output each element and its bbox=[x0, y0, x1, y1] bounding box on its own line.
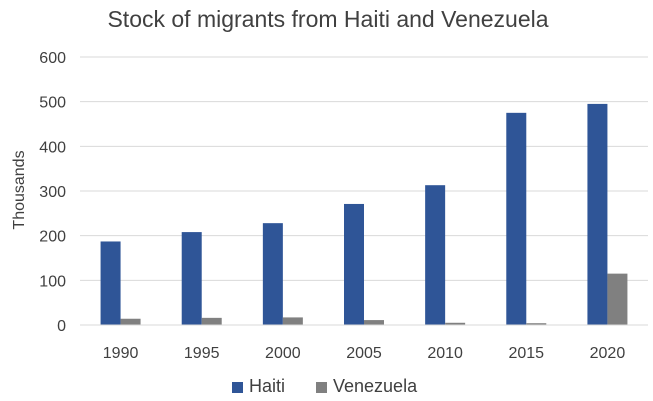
x-tick-label: 2010 bbox=[427, 345, 463, 362]
y-tick-label: 300 bbox=[39, 184, 66, 201]
x-tick-label: 2015 bbox=[508, 345, 544, 362]
bar-haiti-2000 bbox=[262, 223, 283, 325]
legend-swatch-haiti bbox=[232, 382, 243, 393]
bar-venezuela-2015 bbox=[526, 323, 547, 325]
x-tick-label: 2000 bbox=[265, 345, 301, 362]
y-tick-label: 600 bbox=[39, 50, 66, 67]
x-tick-label: 1995 bbox=[184, 345, 220, 362]
x-tick-label: 1990 bbox=[103, 345, 139, 362]
y-tick-label: 400 bbox=[39, 139, 66, 156]
y-tick-label: 500 bbox=[39, 95, 66, 112]
y-tick-label: 0 bbox=[57, 318, 66, 335]
x-tick-labels: 1990 1995 2000 2005 2010 2015 2020 bbox=[103, 345, 626, 362]
legend-label-haiti: Haiti bbox=[249, 376, 285, 396]
x-tick-label: 2020 bbox=[590, 345, 626, 362]
chart-title: Stock of migrants from Haiti and Venezue… bbox=[107, 6, 548, 32]
x-tick-label: 2005 bbox=[346, 345, 382, 362]
bar-haiti-2005 bbox=[344, 203, 364, 325]
bars bbox=[100, 103, 628, 326]
bar-haiti-2010 bbox=[425, 185, 446, 325]
bar-haiti-1995 bbox=[181, 232, 202, 325]
gridlines bbox=[80, 56, 648, 281]
bar-venezuela-1995 bbox=[201, 317, 222, 325]
bar-venezuela-1990 bbox=[120, 318, 141, 325]
legend: Haiti Venezuela bbox=[232, 376, 418, 396]
y-axis-label: Thousands bbox=[11, 150, 28, 229]
bar-venezuela-2020 bbox=[607, 273, 628, 325]
bar-venezuela-2010 bbox=[445, 322, 466, 325]
bar-haiti-2020 bbox=[587, 103, 608, 326]
y-tick-label: 200 bbox=[39, 229, 66, 246]
y-tick-labels: 0 100 200 300 400 500 600 bbox=[39, 50, 66, 335]
bar-haiti-1990 bbox=[100, 241, 121, 325]
bar-venezuela-2005 bbox=[364, 320, 384, 325]
y-tick-label: 100 bbox=[39, 273, 66, 290]
bar-venezuela-2000 bbox=[282, 317, 303, 325]
bar-haiti-2015 bbox=[506, 112, 527, 325]
legend-swatch-venezuela bbox=[316, 382, 327, 393]
legend-label-venezuela: Venezuela bbox=[333, 376, 418, 396]
